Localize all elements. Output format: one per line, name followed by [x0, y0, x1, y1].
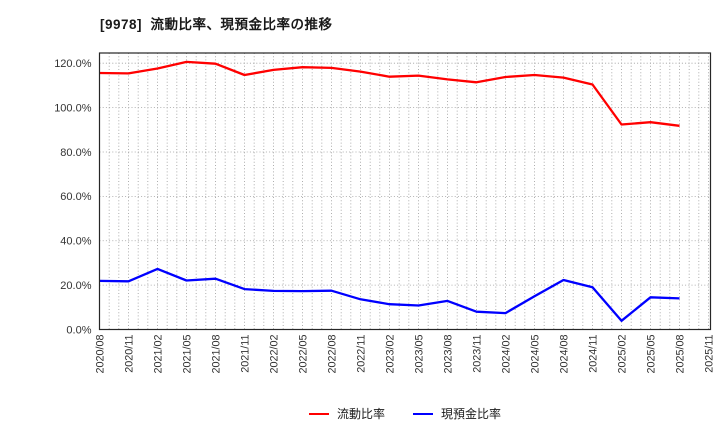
- svg-text:2025/02: 2025/02: [616, 335, 628, 374]
- legend-item-current-ratio: 流動比率: [308, 405, 385, 422]
- svg-text:2022/11: 2022/11: [355, 335, 367, 373]
- svg-text:2021/05: 2021/05: [181, 335, 193, 374]
- svg-text:2020/08: 2020/08: [94, 335, 106, 374]
- svg-text:2022/02: 2022/02: [268, 335, 280, 374]
- svg-text:2024/05: 2024/05: [529, 335, 541, 374]
- svg-text:0.0%: 0.0%: [66, 324, 91, 336]
- svg-text:80.0%: 80.0%: [60, 147, 91, 159]
- svg-text:2023/02: 2023/02: [384, 335, 396, 374]
- svg-text:2023/08: 2023/08: [442, 335, 454, 374]
- legend-label: 現預金比率: [441, 407, 502, 421]
- svg-text:2021/02: 2021/02: [152, 335, 164, 374]
- svg-text:40.0%: 40.0%: [60, 236, 91, 248]
- legend-item-cash-ratio: 現預金比率: [413, 405, 501, 422]
- svg-text:100.0%: 100.0%: [54, 102, 92, 114]
- chart-legend: 流動比率 現預金比率: [100, 405, 710, 422]
- svg-text:2023/11: 2023/11: [471, 335, 483, 373]
- legend-label: 流動比率: [336, 407, 385, 421]
- svg-text:2020/11: 2020/11: [123, 335, 135, 373]
- svg-text:2025/05: 2025/05: [645, 335, 657, 374]
- legend-line-sample-blue: [413, 412, 433, 415]
- svg-text:2022/08: 2022/08: [326, 335, 338, 374]
- svg-text:60.0%: 60.0%: [60, 191, 91, 203]
- svg-text:2021/11: 2021/11: [239, 335, 251, 373]
- legend-line-sample-red: [308, 412, 329, 415]
- svg-text:2025/08: 2025/08: [674, 335, 686, 374]
- svg-text:20.0%: 20.0%: [60, 280, 91, 292]
- svg-text:2025/11: 2025/11: [703, 335, 715, 373]
- svg-text:2024/11: 2024/11: [587, 335, 599, 373]
- svg-text:2022/05: 2022/05: [297, 335, 309, 374]
- svg-text:2024/02: 2024/02: [500, 335, 512, 374]
- svg-text:120.0%: 120.0%: [54, 58, 92, 70]
- svg-text:2024/08: 2024/08: [558, 335, 570, 374]
- svg-text:2021/08: 2021/08: [210, 335, 222, 374]
- chart-title: [9978] 流動比率、現預金比率の推移: [100, 17, 333, 32]
- svg-text:2023/05: 2023/05: [413, 335, 425, 374]
